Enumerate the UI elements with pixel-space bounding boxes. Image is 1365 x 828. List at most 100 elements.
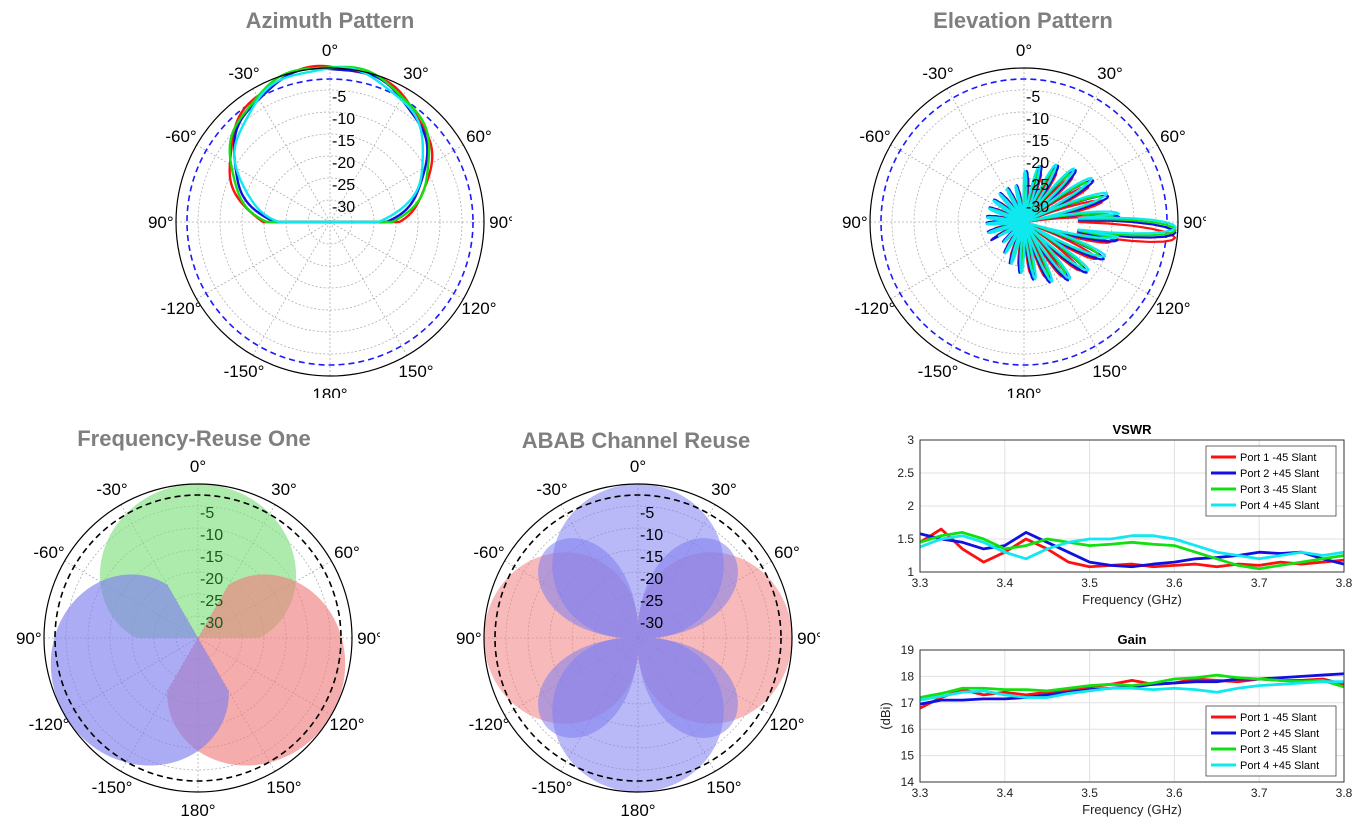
elevation-title: Elevation Pattern: [933, 8, 1113, 33]
angle-tick-label: 120°: [329, 715, 364, 734]
angle-tick-label: -90°: [842, 213, 868, 232]
angle-tick-label: -60°: [859, 127, 890, 146]
series-line-port-4: [919, 680, 1344, 702]
x-tick-label: 3.4: [996, 786, 1013, 800]
angle-tick-label: 150°: [398, 362, 433, 381]
angle-tick-label: 60°: [1160, 127, 1186, 146]
x-tick-label: 3.5: [1081, 576, 1098, 590]
angle-tick-label: 90°: [797, 629, 820, 648]
angle-tick-label: -150°: [918, 362, 959, 381]
angle-tick-label: 90°: [1183, 213, 1206, 232]
legend-entry: Port 4 +45 Slant: [1240, 500, 1319, 512]
angle-tick-label: 60°: [334, 543, 360, 562]
angular-gridline: [252, 88, 331, 223]
x-tick-label: 3.3: [912, 786, 929, 800]
sector-lobe-8: [538, 637, 639, 738]
angle-tick-label: 30°: [1097, 64, 1123, 83]
x-tick-label: 3.8: [1336, 576, 1353, 590]
angle-tick-label: -150°: [92, 778, 133, 797]
angle-tick-label: 60°: [466, 127, 492, 146]
freq-reuse-chart: 0° 30° 60° 90° 120° 150° 180° -150° -120° -90° -60…: [16, 457, 380, 820]
angle-tick-label: 120°: [1155, 299, 1190, 318]
angle-tick-label: 30°: [271, 480, 297, 499]
legend-entry: Port 1 -45 Slant: [1240, 712, 1316, 724]
angle-tick-label: -120°: [29, 715, 70, 734]
elevation-chart: 0° 30° 60° 90° 120° 150° 180° -150° -120° -90° -60…: [842, 41, 1206, 398]
angle-tick-label: -90°: [456, 629, 482, 648]
angular-gridline: [196, 221, 331, 300]
x-tick-label: 3.5: [1081, 786, 1098, 800]
angular-gridline: [252, 221, 331, 356]
angular-gridline: [329, 221, 408, 356]
angle-tick-label: -60°: [165, 127, 196, 146]
freq-reuse-title: Frequency-Reuse One: [77, 426, 311, 451]
radial-tick-label: -15: [640, 549, 663, 566]
angle-tick-label: -120°: [855, 299, 896, 318]
y-tick-label: 14: [901, 775, 915, 789]
vswr-chart: 3.3 3.4 3.5 3.6 3.7 3.8 1 1.5 2 2.5 3 VSWR Frequency…: [897, 422, 1353, 607]
angle-tick-label: -150°: [532, 778, 573, 797]
angle-tick-label: 60°: [774, 543, 800, 562]
legend-entry: Port 4 +45 Slant: [1240, 760, 1319, 772]
radial-tick-label: -30: [1026, 199, 1049, 216]
x-tick-label: 3.4: [996, 576, 1013, 590]
series-line-port-1: [919, 527, 1345, 569]
x-tick-label: 3.3: [912, 576, 929, 590]
gain-chart: 3.3 3.4 3.5 3.6 3.7 3.8 14 15 16 17 18 19 Gain Freque…: [880, 632, 1353, 817]
angle-tick-label: 120°: [769, 715, 804, 734]
series-line-port-3: [919, 673, 1345, 699]
reference-circle: [494, 494, 782, 782]
x-tick-label: 3.8: [1336, 786, 1353, 800]
radial-tick-label: -25: [332, 177, 355, 194]
angle-tick-label: -30°: [922, 64, 953, 83]
chart-title: Gain: [1118, 632, 1147, 647]
angle-tick-label: 0°: [630, 457, 646, 476]
radial-tick-label: -5: [1026, 89, 1040, 106]
sector-lobe-5: [637, 538, 738, 639]
angular-gridline: [329, 221, 464, 300]
angle-tick-label: 150°: [1092, 362, 1127, 381]
polar-outer-ring: [869, 67, 1179, 377]
series-line-port-4: [919, 534, 1345, 561]
y-tick-label: 2: [907, 499, 914, 513]
radial-tick-label: -20: [332, 155, 355, 172]
radial-tick-label: -30: [640, 615, 663, 632]
abab-title: ABAB Channel Reuse: [521, 428, 751, 453]
radial-tick-label: -15: [200, 549, 223, 566]
angle-tick-label: -60°: [33, 543, 64, 562]
radial-tick-label: -20: [200, 571, 223, 588]
x-axis-label: Frequency (GHz): [1082, 592, 1182, 607]
axes-box: [919, 439, 1345, 573]
y-tick-label: 16: [901, 722, 915, 736]
angle-tick-label: 120°: [461, 299, 496, 318]
y-tick-label: 2.5: [897, 466, 914, 480]
radial-tick-label: -10: [640, 527, 663, 544]
y-tick-label: 15: [901, 749, 915, 763]
radial-tick-label: -10: [1026, 111, 1049, 128]
angle-tick-label: 30°: [403, 64, 429, 83]
angle-tick-label: 30°: [711, 480, 737, 499]
y-axis-label: (dBi): [880, 702, 893, 729]
legend-entry: Port 3 -45 Slant: [1240, 744, 1316, 756]
series-line-port-1: [228, 64, 434, 224]
radial-tick-label: -15: [332, 133, 355, 150]
angle-tick-label: -30°: [96, 480, 127, 499]
legend-entry: Port 2 +45 Slant: [1240, 728, 1319, 740]
angle-tick-label: 180°: [180, 801, 215, 820]
radial-tick-label: -10: [332, 111, 355, 128]
radial-tick-label: -5: [640, 505, 654, 522]
radial-tick-label: -20: [1026, 155, 1049, 172]
x-tick-label: 3.7: [1251, 576, 1268, 590]
sector-lobe-7: [637, 637, 738, 738]
y-tick-label: 1.5: [897, 532, 914, 546]
angle-tick-label: 0°: [1016, 41, 1032, 60]
angle-tick-label: 90°: [489, 213, 512, 232]
y-tick-label: 3: [907, 433, 914, 447]
radial-tick-label: -30: [200, 615, 223, 632]
angle-tick-label: 180°: [1006, 385, 1041, 398]
series-line-port-2: [919, 531, 1345, 569]
series-line-port-3: [919, 531, 1345, 571]
radial-tick-label: -25: [200, 593, 223, 610]
angle-tick-label: -30°: [536, 480, 567, 499]
legend-entry: Port 1 -45 Slant: [1240, 452, 1316, 464]
